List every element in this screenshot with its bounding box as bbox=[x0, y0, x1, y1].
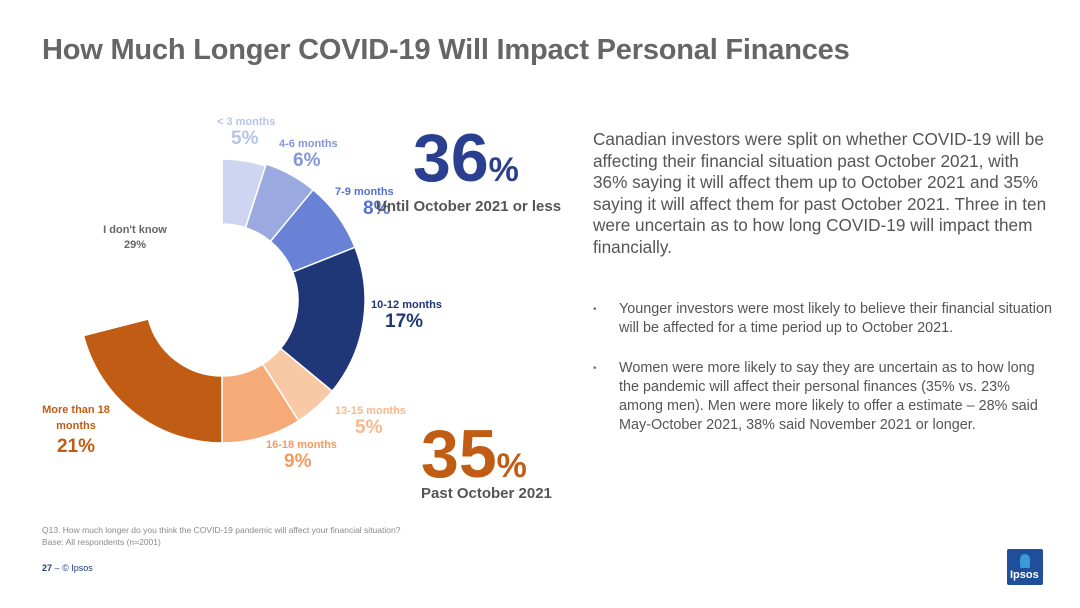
logo-mark-icon bbox=[1020, 554, 1030, 568]
bullet-text: Women were more likely to say they are u… bbox=[619, 360, 1038, 433]
label-13-15: 13-15 months 5% bbox=[335, 405, 406, 439]
label-7-9-pct: 8% bbox=[363, 198, 391, 219]
callout-35-number: 35 bbox=[421, 416, 497, 492]
callout-35: 35% bbox=[421, 420, 527, 488]
label-10-12-pct: 17% bbox=[385, 311, 424, 332]
label-dont-know: I don't know 29% bbox=[96, 224, 174, 251]
summary-text: Canadian investors were split on whether… bbox=[593, 129, 1047, 257]
label-7-9-name: 7-9 months bbox=[335, 186, 394, 198]
label-more-18-name: More than 18 months bbox=[42, 404, 110, 432]
bullet-text: Younger investors were most likely to be… bbox=[619, 301, 1053, 336]
donut-slice-more-18 bbox=[82, 317, 223, 444]
callout-36: 36% bbox=[413, 124, 519, 192]
footer: 27 – © Ipsos bbox=[42, 563, 93, 573]
footer-separator: – bbox=[54, 563, 60, 573]
label-7-9: 7-9 months 8% bbox=[335, 186, 394, 220]
label-13-15-name: 13-15 months bbox=[335, 405, 406, 417]
label-dont-know-pct: 29% bbox=[123, 239, 147, 251]
bullet-item: • Younger investors were most likely to … bbox=[593, 300, 1055, 338]
footnote: Q13. How much longer do you think the CO… bbox=[42, 524, 400, 548]
callout-36-number: 36 bbox=[413, 120, 489, 196]
copyright: © Ipsos bbox=[62, 563, 93, 573]
ipsos-logo: Ipsos bbox=[1007, 549, 1043, 585]
label-more-18-pct: 21% bbox=[56, 436, 96, 457]
callout-35-caption: Past October 2021 bbox=[421, 485, 552, 502]
label-13-15-pct: 5% bbox=[355, 417, 383, 438]
bullet-list: • Younger investors were most likely to … bbox=[593, 300, 1055, 456]
donut-slice-dont-know bbox=[78, 156, 223, 337]
callout-35-symbol: % bbox=[496, 447, 527, 485]
bullet-marker: • bbox=[593, 363, 597, 374]
label-4-6: 4-6 months 6% bbox=[279, 138, 338, 172]
label-dont-know-name: I don't know bbox=[103, 224, 167, 236]
footnote-base: Base: All respondents (n=2001) bbox=[42, 537, 161, 547]
bullet-item: • Women were more likely to say they are… bbox=[593, 359, 1055, 435]
page-title: How Much Longer COVID-19 Will Impact Per… bbox=[42, 34, 850, 66]
label-16-18-pct: 9% bbox=[284, 451, 312, 472]
label-4-6-pct: 6% bbox=[293, 150, 321, 171]
label-lt3: < 3 months 5% bbox=[217, 116, 275, 150]
footnote-question: Q13. How much longer do you think the CO… bbox=[42, 525, 401, 535]
label-10-12: 10-12 months 17% bbox=[371, 299, 442, 333]
label-10-12-name: 10-12 months bbox=[371, 299, 442, 311]
label-16-18-name: 16-18 months bbox=[266, 439, 337, 451]
label-lt3-name: < 3 months bbox=[217, 116, 276, 128]
label-more-18: More than 18 months 21% bbox=[36, 402, 116, 458]
donut-chart bbox=[78, 156, 366, 444]
callout-36-caption: Until October 2021 or less bbox=[376, 198, 562, 215]
label-16-18: 16-18 months 9% bbox=[266, 439, 337, 473]
bullet-marker: • bbox=[593, 304, 597, 315]
label-lt3-pct: 5% bbox=[231, 128, 259, 149]
page-number: 27 bbox=[42, 563, 53, 573]
logo-text: Ipsos bbox=[1010, 569, 1039, 581]
callout-36-symbol: % bbox=[488, 151, 519, 189]
label-4-6-name: 4-6 months bbox=[279, 138, 338, 150]
